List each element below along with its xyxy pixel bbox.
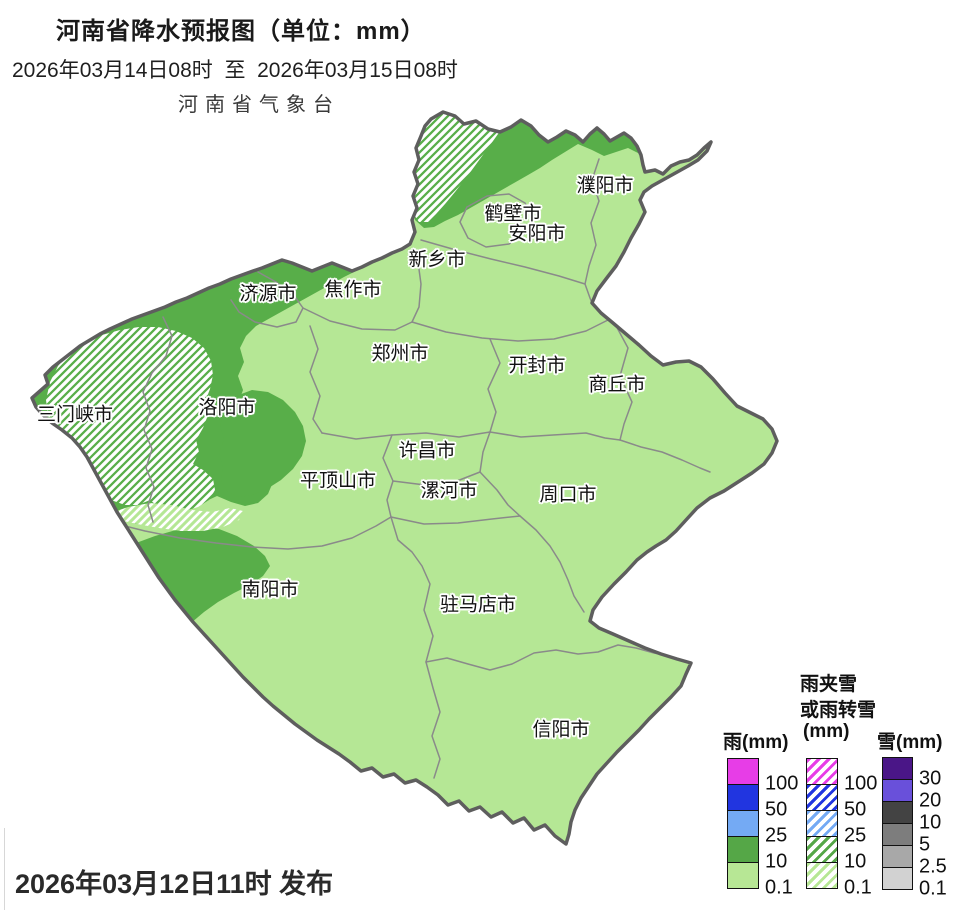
boundary-puyang-west [584,158,600,304]
legend-swatch-rain-10 [727,836,759,863]
city-label-驻马店市: 驻马店市 [439,594,517,616]
boundary-zhumadian-north [390,515,521,525]
city-label-许昌市: 许昌市 [398,440,456,462]
boundary-hebi [459,193,534,248]
legend-title-sleet-1: 或雨转雪 [800,700,877,721]
boundary-zhengzhou-south [321,431,491,440]
legend-swatch-rain-25 [727,810,759,837]
city-label-平顶山市: 平顶山市 [299,470,377,492]
page-title: 河南省降水预报图（单位：mm） [56,18,426,45]
rain-10-25-region-luoyang [219,390,306,497]
legend-value-snow-20: 20 [919,789,942,812]
legend-value-rain-100: 100 [765,772,799,795]
city-label-漯河市: 漯河市 [420,480,478,502]
legend-value-snow-5: 5 [919,833,931,856]
city-label-商丘市: 商丘市 [588,374,646,396]
boundary-nanyang-xinyang [425,661,441,779]
left-edge-line [4,828,5,910]
boundary-luohe-east [479,471,521,517]
legend-value-sleet-0.1: 0.1 [844,876,872,899]
agency-name: 河南省气象台 [178,94,340,116]
legend-swatch-snow-20 [882,779,913,802]
city-label-鹤壁市: 鹤壁市 [484,203,542,225]
legend-value-sleet-50: 50 [844,798,867,821]
legend-swatch-snow-30 [882,757,913,780]
legend-value-rain-50: 50 [765,798,788,821]
boundary-xuchang-south [392,471,481,486]
legend-title-snow-0: 雪(mm) [877,732,943,753]
legend-swatch-snow-0.1 [882,867,913,890]
city-label-南阳市: 南阳市 [241,579,299,601]
city-label-三门峡市: 三门峡市 [36,404,114,426]
legend-swatch-snow-5 [882,823,913,846]
legend-value-sleet-100: 100 [844,772,878,795]
city-label-安阳市: 安阳市 [508,223,566,245]
city-label-济源市: 济源市 [239,283,297,305]
city-boundaries [112,158,711,779]
legend-swatch-snow-10 [882,801,913,824]
legend-value-sleet-10: 10 [844,850,867,873]
legend-value-rain-0.1: 0.1 [765,876,793,899]
sleet-0.1-10-region [108,503,243,531]
sleet-10-25-region-north [412,112,507,222]
issue-time: 2026年03月12日11时 发布 [15,869,334,899]
legend-value-snow-2.5: 2.5 [919,855,947,878]
legend-value-rain-25: 25 [765,824,788,847]
legend-swatch-rain-100 [727,758,759,785]
legend-swatch-sleet-25 [806,810,838,837]
legend-title-sleet-2: (mm) [803,721,850,742]
city-label-郑州市: 郑州市 [371,343,429,365]
boundary-luoyang-zhengzhou [309,325,323,434]
boundary-jiaozuo [302,261,422,331]
boundary-sanmenxia-luoyang [142,316,173,523]
legend-swatch-rain-0.1 [727,862,759,889]
legend-swatch-sleet-100 [806,758,838,785]
boundary-shangqiu-west [613,321,633,441]
legend-swatch-sleet-10 [806,836,838,863]
boundary-nanyang-zhumadian [390,516,434,663]
legend-swatch-snow-2.5 [882,845,913,868]
city-label-焦作市: 焦作市 [324,279,382,301]
city-label-洛阳市: 洛阳市 [198,397,256,419]
boundary-xinxiang-south [411,311,609,342]
city-label-周口市: 周口市 [539,484,597,506]
city-label-信阳市: 信阳市 [532,719,590,741]
boundary-jiyuan [230,271,304,328]
legend-title-sleet-0: 雨夹雪 [800,674,858,695]
boundary-anyang-south [420,239,586,285]
city-label-濮阳市: 濮阳市 [576,175,634,197]
legend-swatch-sleet-50 [806,784,838,811]
legend-value-rain-10: 10 [765,850,788,873]
boundary-zhoukou-zhumadian [519,515,585,613]
boundary-zhoukou-north [489,431,621,441]
legend-title-rain-0: 雨(mm) [723,732,789,753]
legend-swatch-sleet-0.1 [806,862,838,889]
legend-swatch-rain-50 [727,784,759,811]
legend-value-snow-0.1: 0.1 [919,877,947,900]
forecast-period: 2026年03月14日08时 至 2026年03月15日08时 [12,59,458,82]
city-label-开封市: 开封市 [508,355,566,377]
legend-value-snow-30: 30 [919,767,942,790]
city-label-新乡市: 新乡市 [408,249,466,271]
boundary-shangqiu-south [619,439,711,473]
legend-value-sleet-25: 25 [844,824,867,847]
boundary-nanyang-north [112,516,392,550]
boundary-xuchang-east [479,431,491,473]
legend-value-snow-10: 10 [919,811,942,834]
boundary-kaifeng-west [487,338,501,433]
